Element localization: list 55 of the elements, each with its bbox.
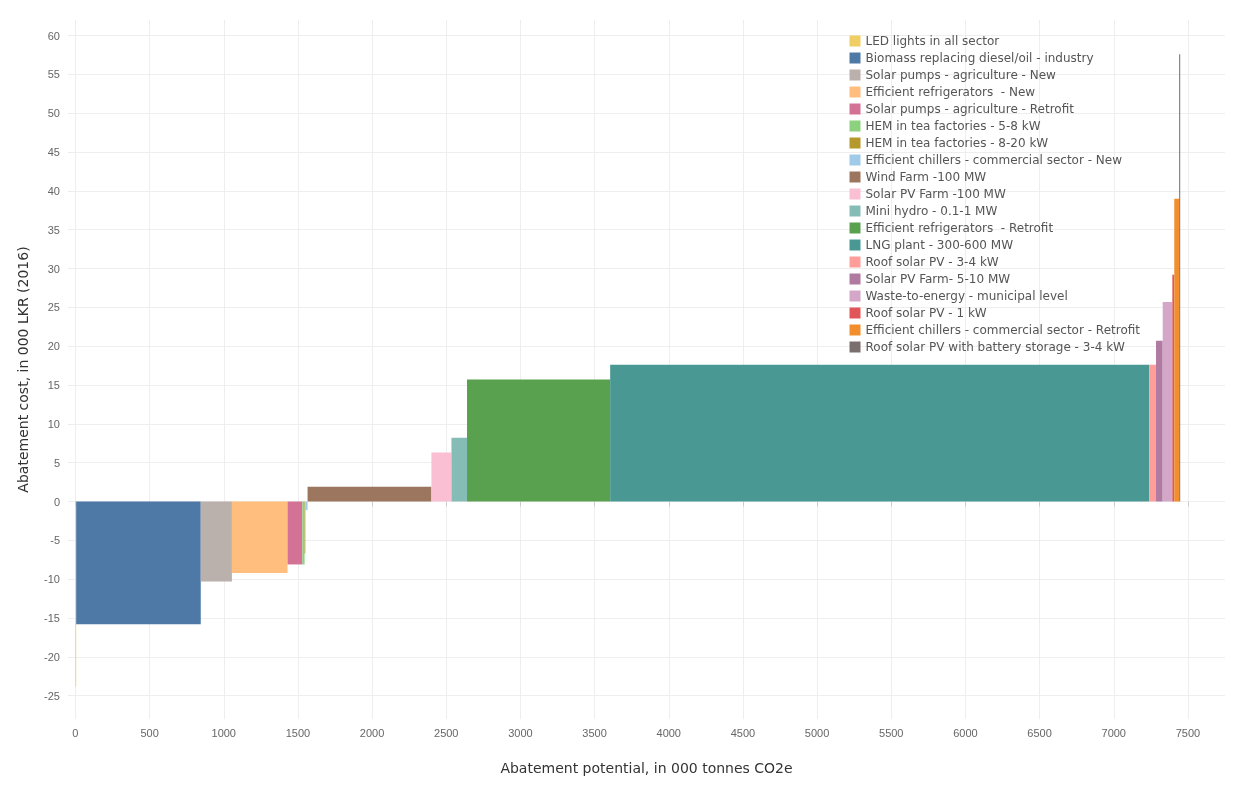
y-tick-label: -10	[44, 573, 60, 586]
legend-label: Solar PV Farm- 5-10 MW	[865, 272, 1011, 286]
y-tick-label: -25	[44, 689, 60, 702]
x-tick-label: 3000	[508, 726, 533, 739]
y-tick-label: -20	[44, 650, 60, 663]
legend-label: Efficient chillers - commercial sector - New	[865, 153, 1123, 167]
legend-label: Roof solar PV - 1 kW	[865, 306, 987, 320]
x-tick-label: 4000	[656, 726, 681, 739]
y-tick-label: 30	[47, 262, 60, 275]
x-tick-label: 1500	[285, 726, 311, 739]
legend-label: Efficient chillers - commercial sector - Retrofit	[865, 323, 1141, 337]
legend-label: LNG plant - 300-600 MW	[865, 238, 1014, 252]
legend-label: Efficient refrigerators - Retrofit	[865, 221, 1054, 235]
x-tick-label: 0	[72, 726, 79, 739]
x-tick-label: 6000	[953, 726, 978, 739]
x-tick-label: 5500	[879, 726, 904, 739]
legend-label: Solar pumps - agriculture - Retrofit	[865, 102, 1075, 116]
y-tick-label: 35	[47, 223, 60, 236]
y-tick-label: -5	[50, 534, 60, 547]
legend-label: Wind Farm -100 MW	[865, 170, 987, 184]
x-tick-label: 3500	[582, 726, 607, 739]
y-tick-label: 20	[47, 340, 60, 353]
y-tick-label: 5	[53, 456, 60, 469]
x-tick-label: 7000	[1101, 726, 1126, 739]
y-tick-label: 0	[53, 495, 60, 508]
y-tick-label: 45	[47, 146, 60, 159]
x-tick-label: 4500	[730, 726, 756, 739]
y-tick-label: 25	[47, 301, 60, 314]
y-tick-label: 15	[47, 379, 60, 392]
x-tick-label: 2000	[359, 726, 385, 739]
y-tick-label: 50	[47, 107, 60, 120]
x-axis-title: Abatement potential, in 000 tonnes CO2e	[500, 760, 793, 776]
legend-label: Roof solar PV with battery storage - 3-4 kW	[865, 340, 1126, 354]
x-tick-label: 6500	[1027, 726, 1052, 739]
legend-label: LED lights in all sector	[865, 34, 1000, 48]
y-tick-label: 55	[47, 68, 60, 81]
legend-label: Solar PV Farm -100 MW	[865, 187, 1006, 201]
x-tick-label: 7500	[1175, 726, 1201, 739]
x-tick-label: 5000	[804, 726, 830, 739]
legend-label: Efficient refrigerators - New	[865, 85, 1036, 99]
legend-label: Solar pumps - agriculture - New	[865, 68, 1057, 82]
legend-label: Mini hydro - 0.1-1 MW	[865, 204, 998, 218]
y-tick-label: 60	[47, 29, 60, 42]
x-tick-label: 500	[140, 726, 159, 739]
legend-label: Biomass replacing diesel/oil - industry	[865, 51, 1094, 65]
y-tick-label: -15	[44, 612, 60, 625]
legend-label: Waste-to-energy - municipal level	[865, 289, 1068, 303]
x-tick-label: 1000	[211, 726, 236, 739]
x-tick-label: 2500	[434, 726, 459, 739]
legend-label: HEM in tea factories - 8-20 kW	[865, 136, 1049, 150]
y-axis-title: Abatement cost, in 000 LKR (2016)	[15, 246, 31, 493]
y-tick-label: 40	[47, 184, 60, 197]
y-tick-label: 10	[47, 417, 60, 430]
legend-label: Roof solar PV - 3-4 kW	[865, 255, 999, 269]
legend-label: HEM in tea factories - 5-8 kW	[865, 119, 1041, 133]
